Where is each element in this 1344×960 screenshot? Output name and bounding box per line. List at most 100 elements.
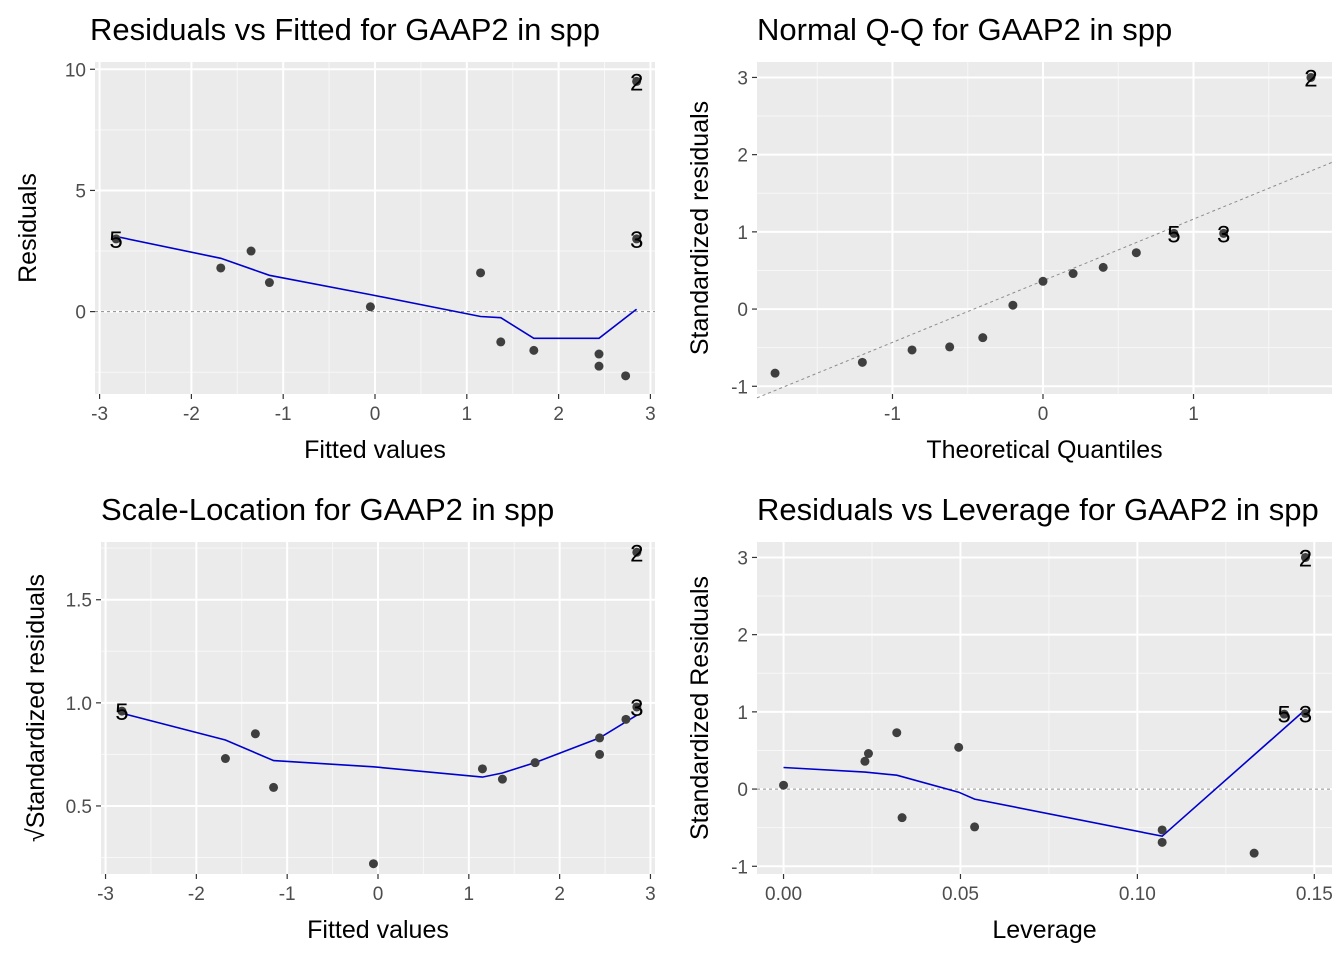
data-point [1300, 552, 1310, 562]
data-point [907, 345, 917, 355]
x-tick-label: -2 [183, 404, 200, 425]
point-label: 2 [630, 540, 643, 567]
y-tick-label: 1.0 [66, 694, 92, 715]
point-label: 2 [1299, 545, 1312, 572]
panel-2: Normal Q-Q for GAAP2 in spp 5 3 2 -1 0 1 -1 0 1 2 3… [686, 12, 1333, 464]
data-point [250, 729, 260, 739]
data-point [497, 774, 507, 784]
x-tick-label: -1 [279, 884, 296, 905]
panel-3: Scale-Location for GAAP2 in spp 5 2 3 -3 -2 -1… [22, 492, 656, 944]
y-tick-label: 5 [75, 181, 86, 202]
x-tick-label: 0.00 [765, 884, 802, 905]
data-point [595, 749, 605, 759]
y-axis-label: Standardized Residuals [686, 576, 714, 840]
data-point [111, 234, 121, 244]
data-point [595, 733, 605, 743]
data-point [117, 706, 127, 716]
y-axis-label: Residuals [14, 173, 42, 283]
data-point [621, 371, 631, 381]
point-label: 5 [115, 699, 128, 726]
smooth-line [115, 235, 638, 340]
point-label: 2 [630, 69, 643, 96]
panel-title: Residuals vs Leverage for GAAP2 in spp [757, 492, 1319, 527]
data-point [954, 742, 964, 752]
data-point [264, 278, 274, 288]
y-tick-label: -1 [731, 377, 748, 398]
data-point [632, 547, 642, 557]
x-tick-label: 0.05 [942, 884, 979, 905]
data-point [496, 337, 506, 347]
x-tick-label: 2 [553, 404, 564, 425]
data-point [863, 749, 873, 759]
y-tick-label: 1 [737, 703, 748, 724]
data-point [632, 234, 642, 244]
data-point [970, 822, 980, 832]
point-label: 5 [109, 227, 122, 254]
y-tick-label: 1 [737, 223, 748, 244]
data-point [857, 357, 867, 367]
data-point [216, 263, 226, 273]
data-point [477, 764, 487, 774]
data-point [594, 361, 604, 371]
data-point [1068, 269, 1078, 279]
data-point [1157, 837, 1167, 847]
x-axis-label: Fitted values [307, 916, 449, 944]
x-tick-label: -1 [884, 404, 901, 425]
x-tick-label: -1 [275, 404, 292, 425]
point-label: 5 [1167, 221, 1180, 248]
y-tick-label: 0 [737, 780, 748, 801]
y-tick-label: 0 [75, 303, 86, 324]
y-tick-label: 3 [737, 548, 748, 569]
data-point [368, 859, 378, 869]
x-tick-label: 1 [462, 404, 473, 425]
x-axis-label: Fitted values [304, 436, 446, 464]
point-label: 3 [1299, 701, 1312, 728]
smooth-line [783, 708, 1307, 838]
data-point [1279, 709, 1289, 719]
data-point [1157, 825, 1167, 835]
panel-title: Normal Q-Q for GAAP2 in spp [757, 12, 1172, 47]
data-point [269, 782, 279, 792]
y-axis-label: Standardized residuals [686, 101, 714, 355]
data-point [1169, 228, 1179, 238]
data-point [1098, 262, 1108, 272]
smooth-line [121, 712, 638, 778]
x-tick-label: 1 [464, 884, 475, 905]
panel-1: Residuals vs Fitted for GAAP2 in spp 5 2 3 -… [14, 12, 656, 464]
data-point [897, 813, 907, 823]
y-tick-label: 0 [737, 300, 748, 321]
x-axis-label: Leverage [992, 916, 1096, 944]
data-point [978, 333, 988, 343]
y-tick-label: -1 [731, 857, 748, 878]
y-tick-label: 2 [737, 146, 748, 167]
x-tick-label: -3 [91, 404, 108, 425]
x-tick-label: 0 [1038, 404, 1049, 425]
panel-title: Residuals vs Fitted for GAAP2 in spp [90, 12, 600, 47]
point-label: 3 [630, 227, 643, 254]
data-point [779, 780, 789, 790]
x-tick-label: 0.10 [1119, 884, 1156, 905]
x-tick-label: -2 [188, 884, 205, 905]
plot-background [757, 62, 1332, 394]
data-point [220, 754, 230, 764]
y-tick-label: 3 [737, 68, 748, 89]
data-point [632, 702, 642, 712]
x-tick-label: 0.15 [1296, 884, 1333, 905]
data-point [632, 76, 642, 86]
data-point [1038, 276, 1048, 286]
y-tick-label: 1.5 [66, 591, 92, 612]
data-point [365, 302, 375, 312]
data-point [1306, 72, 1316, 82]
point-label: 5 [1278, 701, 1291, 728]
point-label: 2 [1304, 65, 1317, 92]
data-point [770, 368, 780, 378]
data-point [860, 756, 870, 766]
data-point [1008, 300, 1018, 310]
x-axis-label: Theoretical Quantiles [926, 436, 1162, 464]
qq-reference-line [756, 161, 1333, 399]
x-tick-label: 1 [1188, 404, 1199, 425]
x-tick-label: 3 [645, 404, 656, 425]
data-point [529, 345, 539, 355]
